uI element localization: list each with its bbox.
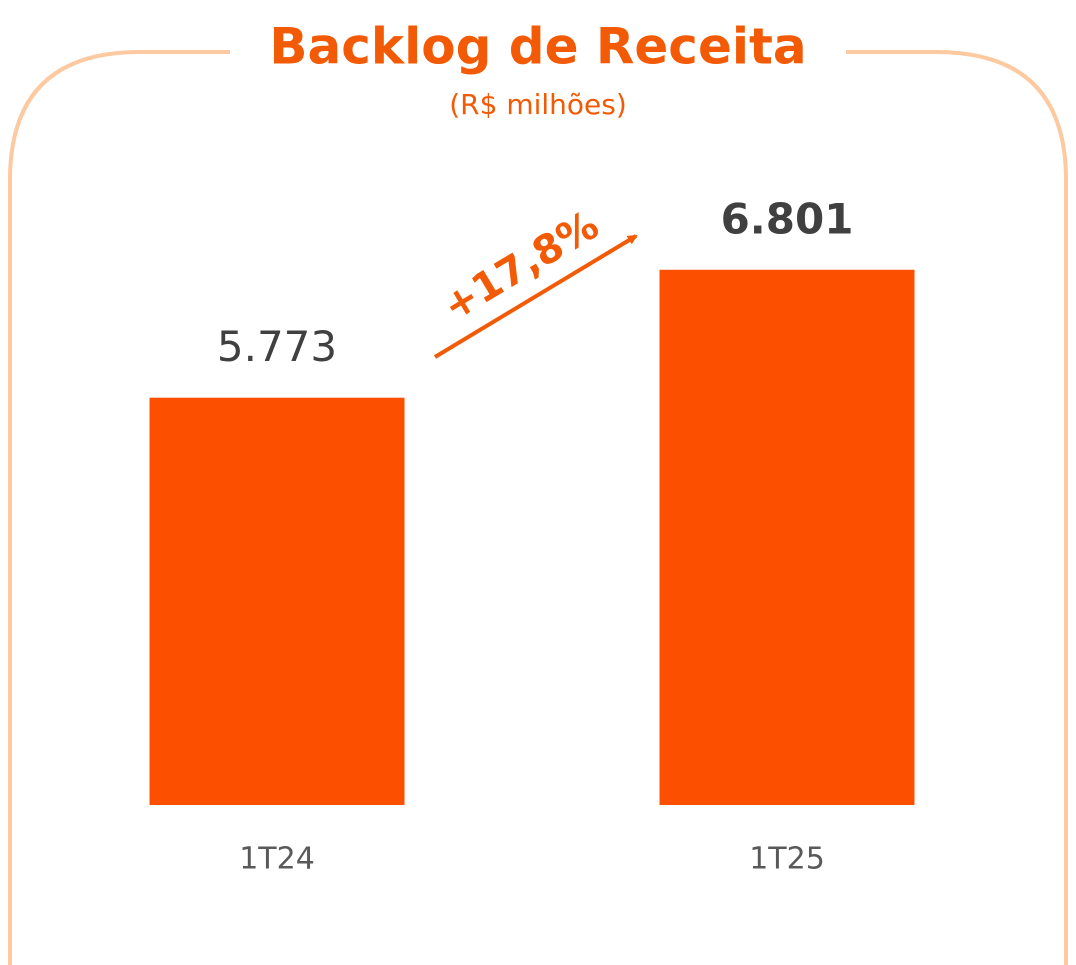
- value-label: 6.801: [721, 194, 854, 243]
- growth-arrow: [433, 234, 638, 359]
- chart-subtitle: (R$ milhões): [449, 88, 627, 121]
- chart-title: Backlog de Receita: [269, 18, 806, 76]
- title-backdrop: [230, 20, 846, 84]
- bar: [659, 269, 915, 806]
- growth-annotation: +17,8%: [435, 202, 606, 330]
- x-tick-label: 1T24: [239, 842, 315, 877]
- bar: [149, 397, 405, 805]
- x-tick-label: 1T25: [749, 842, 825, 877]
- value-label: 5.773: [217, 322, 337, 371]
